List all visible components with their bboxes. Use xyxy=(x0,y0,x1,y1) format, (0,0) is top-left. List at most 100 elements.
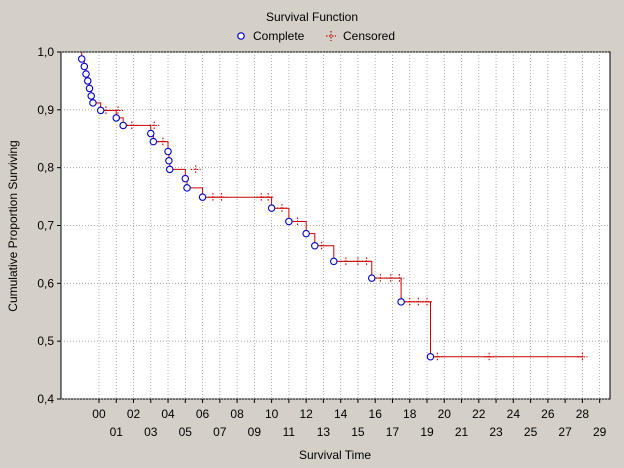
complete-point xyxy=(82,70,90,78)
complete-point xyxy=(368,274,376,282)
censored-point xyxy=(276,204,287,213)
censored-point xyxy=(577,352,588,361)
x-tick-label: 01 xyxy=(110,425,124,439)
censored-point xyxy=(352,257,363,266)
x-tick-label: 05 xyxy=(179,425,193,439)
censored-point xyxy=(100,106,111,115)
x-axis-label: Survival Time xyxy=(299,448,371,462)
complete-point xyxy=(198,193,207,201)
y-tick-label: 0,4 xyxy=(37,392,54,406)
x-tick-label: 23 xyxy=(489,425,503,439)
complete-point xyxy=(397,298,405,306)
y-tick-label: 0,6 xyxy=(37,276,54,290)
censored-point xyxy=(422,297,432,306)
censored-point xyxy=(375,274,386,283)
complete-point xyxy=(112,114,120,122)
x-tick-label: 26 xyxy=(541,407,555,421)
y-tick-label: 0,5 xyxy=(37,334,54,348)
censored-point xyxy=(263,193,274,202)
x-tick-label: 22 xyxy=(472,407,486,421)
complete-point xyxy=(77,55,86,63)
complete-point xyxy=(84,77,92,85)
x-tick-label: 16 xyxy=(369,407,383,421)
censored-point xyxy=(394,274,405,283)
complete-point xyxy=(330,257,338,266)
x-tick-label: 15 xyxy=(351,425,365,439)
x-tick-label: 04 xyxy=(161,407,175,421)
censored-point xyxy=(157,137,168,146)
x-tick-label: 00 xyxy=(92,407,106,421)
x-tick-label: 28 xyxy=(576,407,590,421)
x-tick-label: 11 xyxy=(283,425,296,439)
legend-complete-label: Complete xyxy=(253,29,305,43)
complete-point xyxy=(267,204,276,212)
complete-point xyxy=(96,106,105,115)
complete-point xyxy=(149,137,158,146)
censored-point xyxy=(126,121,137,130)
complete-point xyxy=(89,99,97,107)
y-axis-label: Cumulative Proportion Surviving xyxy=(6,140,20,311)
censored-point xyxy=(316,241,327,250)
censored-point xyxy=(190,165,201,174)
censored-point xyxy=(112,106,123,115)
marker-layer xyxy=(77,55,588,361)
complete-point xyxy=(87,92,95,100)
censored-point xyxy=(413,297,424,306)
x-tick-label: 09 xyxy=(248,425,262,439)
complete-point xyxy=(183,184,191,192)
complete-point xyxy=(426,353,435,361)
complete-point xyxy=(85,84,94,93)
x-tick-label: 08 xyxy=(230,407,244,421)
x-tick-label: 12 xyxy=(299,407,313,421)
x-tick-label: 02 xyxy=(127,407,141,421)
plot-area xyxy=(60,51,611,400)
complete-point xyxy=(285,217,293,226)
y-tick-label: 0,9 xyxy=(37,103,54,117)
legend: Complete Censored xyxy=(237,29,395,43)
chart-title: Survival Function xyxy=(266,10,358,24)
censored-point xyxy=(361,257,372,266)
legend-complete-marker xyxy=(237,32,245,40)
complete-point xyxy=(119,121,127,130)
y-tick-label: 0,7 xyxy=(37,219,54,233)
complete-point xyxy=(164,147,172,156)
legend-censored-marker xyxy=(326,31,336,41)
censored-point xyxy=(149,121,160,130)
censored-point xyxy=(385,274,396,283)
x-tick-label: 21 xyxy=(455,425,469,439)
censored-point xyxy=(292,217,303,226)
x-tick-label: 06 xyxy=(196,407,210,421)
censored-point xyxy=(207,193,218,202)
x-tick-label: 14 xyxy=(334,407,348,421)
grid xyxy=(61,51,610,400)
x-tick-label: 10 xyxy=(265,407,279,421)
y-tick-label: 1,0 xyxy=(37,45,54,59)
censored-point xyxy=(484,352,495,361)
x-tick-label: 17 xyxy=(386,425,400,439)
x-tick-label: 07 xyxy=(213,425,227,439)
legend-censored-label: Censored xyxy=(343,29,395,43)
censored-point xyxy=(256,193,267,202)
complete-point xyxy=(166,165,174,174)
complete-point xyxy=(181,174,190,183)
complete-point xyxy=(147,129,155,138)
complete-point xyxy=(302,229,310,238)
complete-point xyxy=(311,241,319,250)
x-tick-label: 03 xyxy=(144,425,158,439)
x-tick-label: 20 xyxy=(438,407,452,421)
x-tick-label: 13 xyxy=(317,425,331,439)
x-tick-label: 25 xyxy=(524,425,538,439)
x-tick-label: 24 xyxy=(507,407,521,421)
x-tick-label: 18 xyxy=(403,407,417,421)
x-tick-label: 29 xyxy=(593,425,607,439)
censored-point xyxy=(432,352,443,361)
axes: 1,00,90,80,70,60,50,400 02 04 06 08 10 12 14 16 1… xyxy=(37,45,606,439)
complete-point xyxy=(80,62,89,71)
censored-point xyxy=(216,193,227,202)
censored-point xyxy=(404,297,415,306)
y-tick-label: 0,8 xyxy=(37,161,54,175)
x-tick-label: 27 xyxy=(558,425,572,439)
x-tick-label: 19 xyxy=(420,425,434,439)
censored-point xyxy=(340,257,351,266)
